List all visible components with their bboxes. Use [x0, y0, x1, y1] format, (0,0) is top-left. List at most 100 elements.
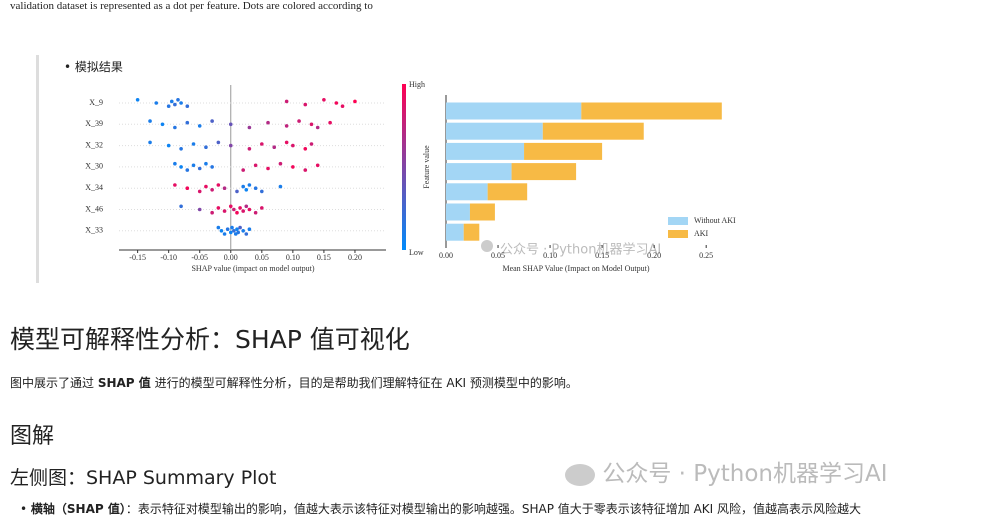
dot	[204, 184, 208, 189]
text: ：表示特征对模型输出的影响，值越大表示该特征对模型输出的影响越强。SHAP 值大…	[125, 502, 862, 516]
dot	[238, 206, 242, 210]
dot	[253, 186, 258, 190]
dot	[216, 140, 221, 145]
figure: High Low Feature value SHAP value (impac…	[36, 55, 737, 283]
text: 图中展示了通过	[10, 376, 98, 390]
x-axis-label: Mean SHAP Value (Impact on Model Output)	[502, 264, 649, 273]
dot	[210, 188, 214, 192]
legend-swatch	[668, 230, 688, 238]
dot	[340, 104, 345, 108]
dot	[260, 206, 264, 210]
y-tick-label: X_39	[85, 119, 103, 128]
dot	[322, 98, 326, 102]
watermark-text: 公众号 · Python机器学习AI	[602, 461, 888, 487]
dot	[241, 168, 245, 172]
dot	[241, 184, 245, 189]
x-tick-label: 0.00	[439, 251, 453, 260]
dot	[315, 125, 320, 130]
dot	[247, 207, 252, 212]
bar	[446, 163, 512, 181]
y-tick-label: X_34	[85, 183, 103, 192]
dot	[204, 145, 208, 149]
dot	[284, 140, 289, 145]
dot	[284, 124, 289, 128]
dot	[216, 183, 221, 187]
dot	[328, 120, 332, 125]
dot	[241, 209, 245, 213]
dot	[235, 210, 239, 215]
dot	[232, 229, 236, 233]
dot	[235, 189, 239, 194]
dot	[173, 183, 177, 187]
dot	[272, 145, 277, 149]
dot	[185, 168, 190, 172]
dot	[236, 230, 241, 235]
dot	[148, 140, 152, 145]
dot	[179, 101, 183, 105]
dot	[219, 229, 224, 233]
quote-border	[36, 55, 39, 283]
dot	[247, 227, 252, 231]
dot	[135, 98, 140, 102]
x-tick-label: 0.05	[255, 253, 269, 262]
dot	[309, 122, 314, 127]
dot	[222, 186, 227, 190]
colorbar-label: Feature value	[422, 145, 431, 189]
dot	[197, 166, 202, 171]
dot	[315, 163, 320, 168]
dot	[169, 99, 174, 104]
bar	[511, 163, 577, 181]
x-tick-label: 0.20	[647, 251, 661, 260]
legend-label: AKI	[694, 229, 709, 238]
text: 进行的模型可解释性分析，目的是帮助我们理解特征在 AKI 预测模型中的影响。	[150, 376, 578, 390]
dot	[225, 227, 230, 231]
dot	[197, 124, 202, 128]
dot	[253, 210, 258, 215]
dot	[197, 189, 202, 194]
dot	[284, 99, 289, 104]
y-tick-label: X_33	[85, 226, 103, 235]
x-tick-label: 0.20	[348, 253, 362, 262]
x-tick-label: 0.15	[317, 253, 331, 262]
bar	[542, 122, 644, 140]
bar	[524, 142, 603, 160]
dot	[160, 122, 165, 127]
y-tick-label: X_46	[85, 204, 103, 213]
dot	[247, 183, 252, 187]
bar	[463, 223, 480, 241]
dot	[230, 225, 234, 230]
dot	[228, 143, 233, 148]
dot	[173, 125, 177, 130]
h3: 左侧图：SHAP Summary Plot	[10, 467, 277, 489]
dot	[278, 184, 283, 189]
dot	[244, 188, 249, 192]
bold-text: SHAP 值	[97, 376, 151, 390]
x-axis-label: SHAP value (impact on model output)	[191, 264, 314, 273]
dot	[148, 119, 152, 123]
dot	[154, 101, 159, 105]
x-tick-label: 0.10	[543, 251, 557, 260]
bar	[581, 102, 722, 120]
bar	[446, 203, 470, 221]
paragraph: 图中展示了通过 SHAP 值 进行的模型可解释性分析，目的是帮助我们理解特征在 …	[10, 374, 578, 391]
dot	[260, 189, 264, 194]
dot	[191, 142, 196, 146]
dot	[291, 165, 295, 169]
colorbar	[402, 84, 406, 250]
dot	[222, 209, 227, 213]
x-tick-label: -0.05	[191, 253, 208, 262]
dot	[197, 207, 202, 212]
legend-label: Without AKI	[694, 216, 736, 225]
h2: 图解	[10, 424, 55, 449]
x-tick-label: 0.15	[595, 251, 609, 260]
dot	[235, 227, 239, 231]
dot	[216, 225, 221, 230]
colorbar-low: Low	[409, 248, 424, 257]
dot	[278, 161, 283, 166]
dot	[210, 210, 214, 215]
dot	[173, 102, 177, 107]
dot	[210, 165, 214, 169]
watermark: 公众号 · Python机器学习AI	[500, 242, 661, 258]
x-tick-label: 0.10	[286, 253, 300, 262]
dot	[179, 204, 183, 209]
